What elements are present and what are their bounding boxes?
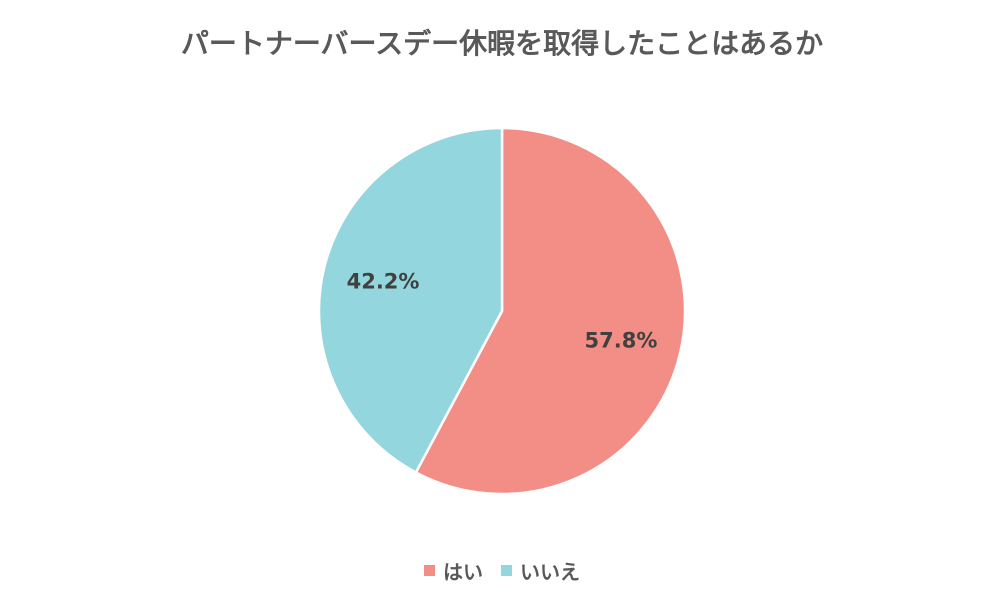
legend-swatch-yes [424, 565, 435, 576]
legend-label-yes: はい [443, 560, 483, 584]
legend-label-no: いいえ [520, 560, 580, 584]
legend: はい いいえ [0, 556, 1004, 585]
legend-item-yes: はい [424, 556, 483, 585]
legend-swatch-no [501, 565, 512, 576]
data-label-no: 42.2% [347, 269, 420, 293]
chart-title: パートナーバースデー休暇を取得したことはあるか [180, 27, 824, 60]
data-label-yes: 57.8% [585, 329, 658, 353]
legend-item-no: いいえ [501, 556, 580, 585]
pie-data-labels: 57.8% 42.2% [347, 269, 658, 352]
pie-slices [317, 126, 687, 496]
slice-no [317, 126, 504, 474]
slice-yes [414, 126, 687, 496]
